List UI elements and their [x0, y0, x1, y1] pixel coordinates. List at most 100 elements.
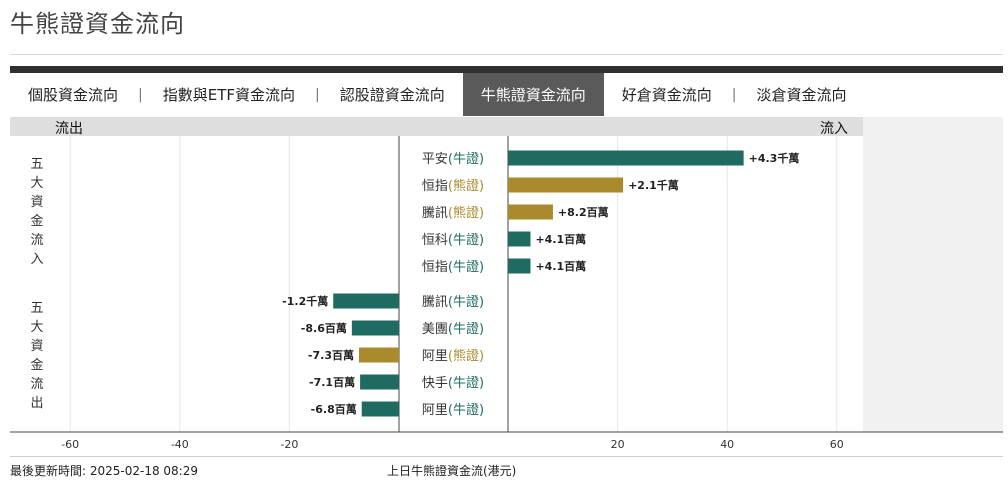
outflow-stock-kind: 牛證: [453, 294, 479, 310]
top5-inflow-label: 五大資金流入: [30, 157, 44, 267]
outflow-bar: [333, 293, 399, 309]
inflow-stock-kind: 熊證: [453, 178, 479, 194]
outflow-kind-close: ): [479, 349, 484, 364]
outflow-stock-kind: 牛證: [453, 375, 479, 391]
outflow-stock-label: 騰訊(牛證): [422, 294, 484, 310]
outflow-kind-open: (: [448, 349, 453, 364]
outflow-bar: [358, 347, 399, 363]
inflow-value-label: +2.1千萬: [628, 178, 679, 192]
inflow-kind-close: ): [479, 260, 484, 275]
inflow-stock-kind: 牛證: [453, 151, 479, 167]
outflow-stock-name: 阿里: [422, 403, 448, 418]
x-tick-label: 60: [830, 438, 844, 451]
inflow-kind-close: ): [479, 206, 484, 221]
title-divider: [10, 54, 1003, 55]
inflow-stock-label: 恒指(熊證): [422, 178, 484, 194]
inflow-stock-name: 恒指: [422, 260, 448, 275]
outflow-stock-label: 阿里(牛證): [422, 402, 484, 418]
outflow-label: 流出: [55, 121, 83, 137]
outflow-stock-kind: 牛證: [453, 321, 479, 337]
x-tick-label: -60: [61, 438, 79, 451]
outflow-stock-name: 美團: [422, 322, 448, 337]
inflow-stock-kind: 牛證: [453, 232, 479, 248]
flow-direction-bar: [10, 117, 863, 136]
tab-separator: |: [315, 86, 320, 103]
x-tick-label: 20: [611, 438, 625, 451]
outflow-kind-close: ): [479, 376, 484, 391]
flow-direction-bar-end: [863, 117, 1003, 136]
inflow-value-label: +4.3千萬: [749, 151, 800, 165]
inflow-kind-close: ): [479, 233, 484, 248]
inflow-stock-name: 恒指: [422, 179, 448, 194]
tab-stock-flow[interactable]: 個股資金流向: [28, 86, 119, 104]
outflow-stock-name: 阿里: [422, 349, 448, 364]
x-tick-label: 40: [720, 438, 734, 451]
outflow-kind-close: ): [479, 295, 484, 310]
outflow-bar: [360, 374, 399, 390]
inflow-bar: [508, 177, 624, 193]
outflow-kind-open: (: [448, 322, 453, 337]
inflow-stock-label: 恒指(牛證): [422, 259, 484, 275]
tab-warrant-flow[interactable]: 認股證資金流向: [339, 86, 445, 104]
inflow-stock-label: 平安(牛證): [422, 151, 484, 167]
outflow-value-label: -7.3百萬: [308, 348, 354, 362]
inflow-bar: [508, 204, 553, 220]
inflow-bar: [508, 150, 744, 166]
outflow-value-label: -1.2千萬: [282, 294, 328, 308]
tab-separator: |: [731, 86, 737, 103]
outflow-kind-open: (: [448, 295, 453, 310]
outflow-kind-open: (: [448, 376, 453, 391]
inflow-bar: [508, 231, 531, 247]
inflow-value-label: +8.2百萬: [558, 205, 609, 219]
x-tick-label: -40: [171, 438, 189, 451]
outflow-kind-open: (: [448, 403, 453, 418]
tab-cbbc-flow[interactable]: 牛熊證資金流向: [462, 73, 604, 116]
tab-long-flow[interactable]: 好倉資金流向: [621, 86, 712, 104]
outflow-stock-name: 騰訊: [422, 294, 448, 310]
inflow-value-label: +4.1百萬: [535, 232, 586, 246]
outflow-stock-label: 快手(牛證): [422, 375, 484, 391]
page-title: 牛熊證資金流向: [10, 10, 185, 38]
last-updated: 最後更新時間: 2025-02-18 08:29: [10, 464, 198, 478]
inflow-label: 流入: [820, 121, 848, 137]
inflow-stock-name: 恒科: [422, 233, 448, 248]
tab-separator: |: [138, 86, 143, 103]
outflow-bar: [361, 401, 399, 417]
footer-divider: [10, 456, 1003, 457]
outflow-kind-close: ): [479, 403, 484, 418]
inflow-kind-close: ): [479, 179, 484, 194]
outflow-bar: [351, 320, 399, 336]
inflow-kind-open: (: [448, 152, 453, 167]
outflow-stock-kind: 熊證: [453, 348, 479, 364]
x-tick-label: -20: [280, 438, 298, 451]
inflow-kind-open: (: [448, 206, 453, 221]
inflow-bar: [508, 258, 531, 274]
tab-bar: 個股資金流向 | 指數與ETF資金流向 | 認股證資金流向 牛熊證資金流向 好倉…: [10, 73, 1003, 116]
inflow-kind-close: ): [479, 152, 484, 167]
tab-short-flow[interactable]: 淡倉資金流向: [756, 86, 847, 104]
outflow-stock-name: 快手: [422, 376, 448, 391]
outflow-value-label: -7.1百萬: [309, 375, 355, 389]
inflow-stock-label: 恒科(牛證): [422, 232, 484, 248]
plot-shaded-area: [863, 136, 1003, 432]
inflow-kind-open: (: [448, 233, 453, 248]
outflow-stock-label: 美團(牛證): [422, 321, 484, 337]
inflow-stock-kind: 熊證: [453, 205, 479, 221]
outflow-stock-label: 阿里(熊證): [422, 348, 484, 364]
inflow-stock-label: 騰訊(熊證): [422, 205, 484, 221]
inflow-stock-name: 平安: [422, 152, 448, 167]
tabbar-top-rule: [10, 66, 1003, 73]
inflow-stock-kind: 牛證: [453, 259, 479, 275]
outflow-stock-kind: 牛證: [453, 402, 479, 418]
tab-index-etf-flow[interactable]: 指數與ETF資金流向: [162, 86, 296, 104]
inflow-kind-open: (: [448, 179, 453, 194]
outflow-value-label: -6.8百萬: [311, 402, 357, 416]
x-axis-title: 上日牛熊證資金流(港元): [387, 464, 517, 478]
inflow-stock-name: 騰訊: [422, 205, 448, 221]
top5-outflow-label: 五大資金流出: [30, 301, 44, 411]
outflow-kind-close: ): [479, 322, 484, 337]
inflow-value-label: +4.1百萬: [535, 259, 586, 273]
outflow-value-label: -8.6百萬: [301, 321, 347, 335]
inflow-kind-open: (: [448, 260, 453, 275]
